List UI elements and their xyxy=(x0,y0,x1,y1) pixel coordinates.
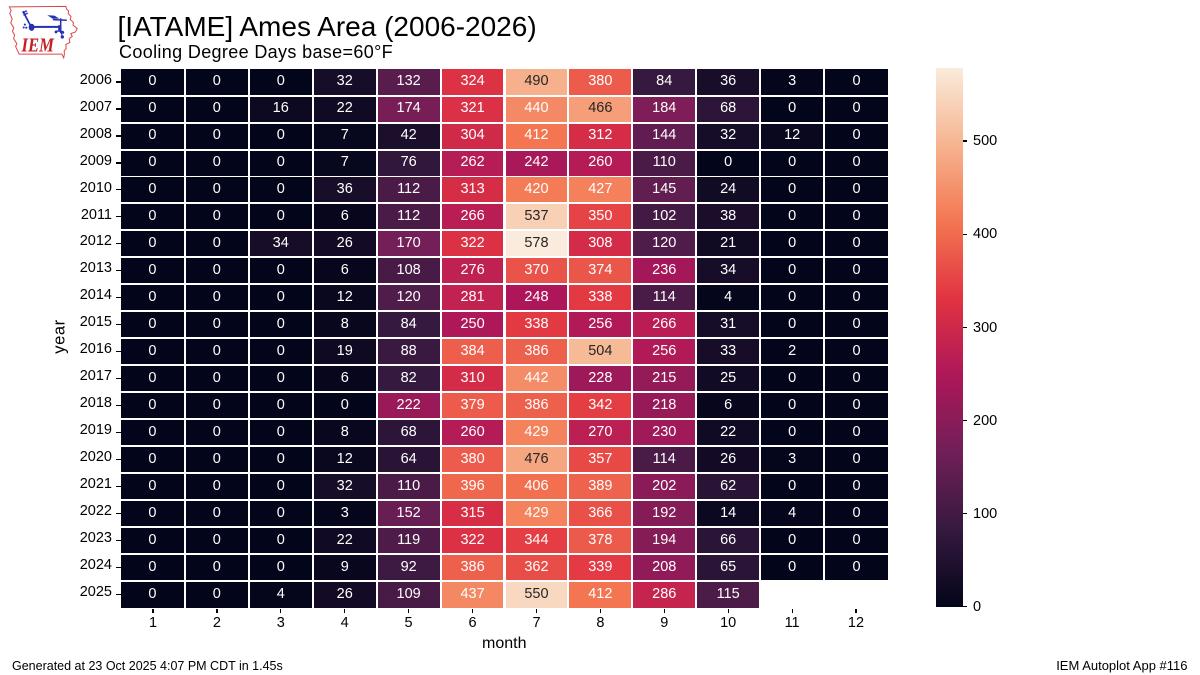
svg-text:IEM: IEM xyxy=(21,34,55,56)
